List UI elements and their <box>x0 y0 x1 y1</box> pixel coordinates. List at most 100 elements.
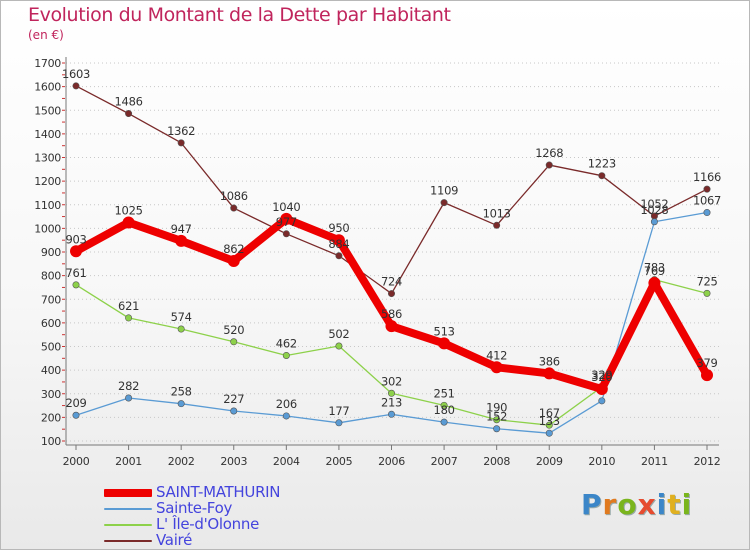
data-label: 862 <box>223 242 244 256</box>
data-point <box>282 351 290 359</box>
data-label: 213 <box>381 395 402 409</box>
data-point <box>703 209 711 217</box>
data-label: 884 <box>328 237 349 251</box>
data-point <box>440 401 448 409</box>
data-label: 1025 <box>115 203 143 217</box>
data-point <box>545 161 553 169</box>
series-line-0 <box>72 214 711 394</box>
data-label: 379 <box>696 356 717 370</box>
legend-label: Sainte-Foy <box>156 499 233 517</box>
y-tick-label: 100 <box>41 435 61 448</box>
data-point <box>545 429 553 437</box>
x-tick-label: 2001 <box>115 455 142 468</box>
data-label: 386 <box>539 354 560 368</box>
data-point <box>545 421 553 429</box>
y-tick-label: 1200 <box>34 175 61 188</box>
x-tick-label: 2005 <box>326 455 353 468</box>
data-label: 574 <box>171 310 192 324</box>
data-label: 1040 <box>272 200 300 214</box>
data-label: 251 <box>434 386 455 400</box>
data-point <box>387 290 395 298</box>
data-label: 1223 <box>588 157 616 171</box>
series-line-3 <box>75 85 708 295</box>
x-tick-label: 2010 <box>588 455 615 468</box>
data-point <box>282 412 290 420</box>
data-label: 282 <box>118 379 139 393</box>
data-label: 586 <box>381 307 402 321</box>
data-point <box>385 320 398 333</box>
legend-item: L' Île-d'Olonne <box>104 515 404 533</box>
data-point <box>335 342 343 350</box>
y-tick-label: 700 <box>41 293 61 306</box>
data-point <box>72 281 80 289</box>
y-tick-label: 1500 <box>34 104 61 117</box>
y-tick-label: 1600 <box>34 81 61 94</box>
x-tick-label: 2008 <box>483 455 510 468</box>
data-label: 1028 <box>640 203 668 217</box>
data-label: 783 <box>644 261 665 275</box>
y-tick-label: 1000 <box>34 222 61 235</box>
data-point <box>125 110 133 118</box>
logo-letter: i <box>681 488 693 521</box>
data-label: 1109 <box>430 184 458 198</box>
data-label: 724 <box>381 275 402 289</box>
logo-letter: t <box>667 488 682 521</box>
logo-letter: i <box>656 488 668 521</box>
data-point <box>175 234 188 247</box>
data-label: 320 <box>591 370 612 384</box>
data-point <box>122 216 135 229</box>
x-tick-label: 2000 <box>63 455 90 468</box>
y-tick-label: 1700 <box>34 57 61 70</box>
y-tick-label: 1400 <box>34 128 61 141</box>
chart-subtitle: (en €) <box>28 28 64 42</box>
data-label: 950 <box>328 221 349 235</box>
legend-label: Vairé <box>156 531 193 549</box>
y-tick-label: 200 <box>41 411 61 424</box>
data-point <box>387 410 395 418</box>
data-point <box>125 314 133 322</box>
data-point <box>335 252 343 260</box>
x-tick-label: 2003 <box>220 455 247 468</box>
logo-letter: r <box>602 488 618 521</box>
data-label: 761 <box>65 266 86 280</box>
x-tick-label: 2006 <box>378 455 405 468</box>
data-point <box>332 234 345 247</box>
data-point <box>282 230 290 238</box>
y-tick-label: 500 <box>41 341 61 354</box>
legend-swatch <box>104 540 152 542</box>
x-tick-label: 2011 <box>641 455 668 468</box>
data-label: 977 <box>276 215 297 229</box>
data-point <box>177 325 185 333</box>
data-label: 725 <box>696 274 717 288</box>
data-label: 177 <box>328 404 349 418</box>
data-point <box>493 221 501 229</box>
data-label: 1067 <box>693 194 721 208</box>
legend-swatch <box>104 524 152 526</box>
data-label: 302 <box>381 374 402 388</box>
data-point <box>598 397 606 405</box>
data-label: 502 <box>328 327 349 341</box>
data-label: 621 <box>118 299 139 313</box>
proxiti-logo: Proxiti <box>581 488 692 521</box>
y-tick-label: 400 <box>41 364 61 377</box>
data-point <box>72 411 80 419</box>
data-label: 903 <box>65 232 86 246</box>
y-tick-label: 600 <box>41 317 61 330</box>
data-label: 1603 <box>62 67 90 81</box>
data-label: 227 <box>223 392 244 406</box>
data-point <box>648 276 661 289</box>
data-label: 133 <box>539 414 560 428</box>
data-point <box>650 218 658 226</box>
data-label: 462 <box>276 336 297 350</box>
logo-letter: o <box>617 488 638 521</box>
data-point <box>438 337 451 350</box>
data-label: 769 <box>644 264 665 278</box>
data-label: 180 <box>434 403 455 417</box>
data-label: 1268 <box>535 146 563 160</box>
data-point <box>543 367 556 380</box>
data-label: 190 <box>486 401 507 415</box>
y-tick-label: 900 <box>41 246 61 259</box>
data-point <box>227 254 240 267</box>
y-tick-label: 1100 <box>34 199 61 212</box>
